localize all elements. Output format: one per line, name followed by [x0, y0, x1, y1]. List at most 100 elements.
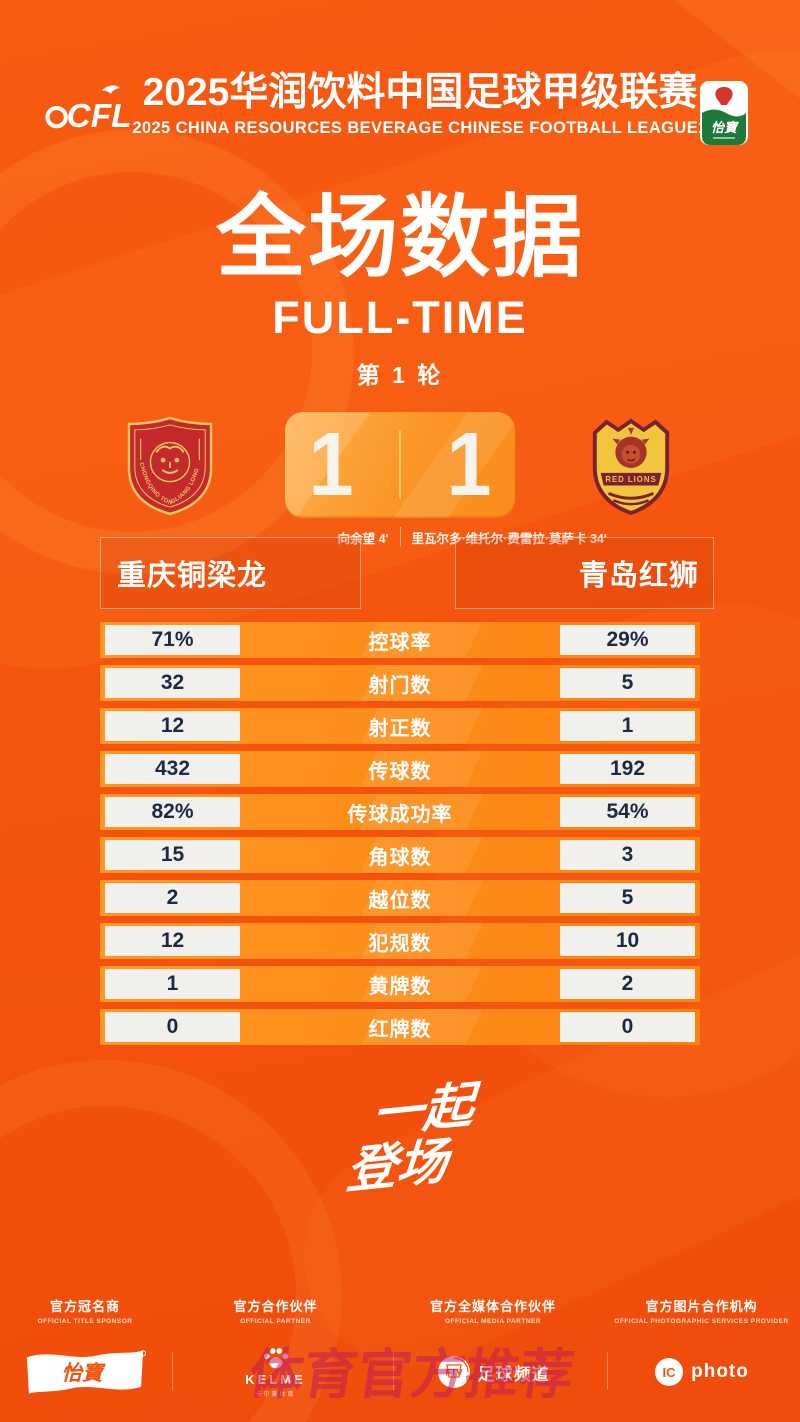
- stat-away-value: 10: [560, 926, 695, 956]
- away-team-box: 青岛红狮: [455, 537, 714, 609]
- kelme-wordmark: KELME: [245, 1372, 306, 1387]
- ic-circle-text: IC: [663, 1365, 677, 1380]
- page-title-cn: 全场数据: [216, 188, 584, 288]
- home-score: 1: [308, 415, 354, 515]
- ic-circle-icon: IC: [655, 1358, 684, 1386]
- icphoto-wordmark: photo: [691, 1361, 749, 1382]
- stat-row: 2 越位数 5: [100, 880, 700, 916]
- footer-divider: [607, 1352, 608, 1390]
- stat-home-value: 0: [105, 1012, 240, 1042]
- away-team-badge: RED LIONS: [592, 418, 670, 515]
- slogan: 一起 登场: [0, 1075, 800, 1200]
- stat-row: 0 红牌数 0: [100, 1009, 700, 1045]
- ftv-icon-text: FTV: [445, 1368, 462, 1378]
- stat-row: 12 射正数 1: [100, 708, 700, 744]
- stat-label: 黄牌数: [368, 975, 432, 998]
- sponsor-title-cn: 官方冠名商: [49, 1299, 120, 1314]
- footer-divider: [393, 1352, 394, 1390]
- round-label: 第 1 轮: [356, 362, 444, 388]
- stat-home-value: 12: [105, 711, 240, 741]
- stat-home-value: 12: [105, 926, 240, 956]
- stat-label: 传球数: [368, 760, 432, 783]
- ftv-wordmark: 足球频道: [477, 1364, 550, 1384]
- home-team-badge: CHONGQING TONGLIANG LONG: [127, 416, 213, 516]
- hero: 全场数据 FULL-TIME 第 1 轮: [0, 188, 800, 390]
- footer-col-photo-provider: 官方图片合作机构 OFFICIAL PHOTOGRAPHIC SERVICES …: [603, 1296, 800, 1401]
- sponsor-title-cn: 官方图片合作机构: [645, 1299, 758, 1314]
- cestbon-flag-text: 怡寶: [61, 1362, 106, 1385]
- stat-home-value: 82%: [105, 797, 240, 827]
- sponsor-title-en: OFFICIAL TITLE SPONSOR: [37, 1318, 133, 1325]
- sponsor-title-en: OFFICIAL PHOTOGRAPHIC SERVICES PROVIDER: [614, 1318, 789, 1325]
- stat-label: 犯规数: [368, 932, 432, 955]
- scorers-divider: [399, 527, 401, 547]
- stat-home-value: 432: [105, 754, 240, 784]
- stat-home-value: 71%: [105, 625, 240, 655]
- home-team-box: 重庆铜梁龙: [100, 537, 361, 609]
- league-logo-icon: CFL: [45, 85, 132, 135]
- stat-label: 红牌数: [368, 1018, 432, 1041]
- stat-away-value: 0: [560, 1012, 695, 1042]
- home-scorer: 向余望 4': [337, 531, 389, 546]
- stat-home-value: 32: [105, 668, 240, 698]
- away-scorer: 里瓦尔多·维托尔·费雷拉·莫萨卡 34': [411, 531, 607, 546]
- ftv-ball-icon: FTV: [437, 1356, 470, 1388]
- footer-col-media-partner: 官方全媒体合作伙伴 OFFICIAL MEDIA PARTNER FTV 足球频…: [383, 1296, 603, 1401]
- cestbon-flag-icon: 怡寶: [26, 1350, 147, 1394]
- stat-row: 32 射门数 5: [100, 665, 700, 701]
- league-logo-text: CFL: [67, 98, 132, 135]
- stat-row: 15 角球数 3: [100, 837, 700, 873]
- cestbon-badge-text: 怡寶: [711, 120, 739, 135]
- stat-label: 射门数: [368, 674, 432, 697]
- footer-col-title-sponsor: 官方冠名商 OFFICIAL TITLE SPONSOR 怡寶: [0, 1296, 170, 1401]
- away-score: 1: [446, 415, 492, 515]
- league-title-en: 2025 CHINA RESOURCES BEVERAGE CHINESE FO…: [132, 119, 708, 137]
- stat-away-value: 2: [560, 969, 695, 999]
- page-title-en: FULL-TIME: [272, 292, 528, 343]
- stat-row: 1 黄牌数 2: [100, 966, 700, 1002]
- sponsor-title-cn: 官方合作伙伴: [233, 1299, 318, 1314]
- stat-label: 越位数: [368, 889, 432, 912]
- footer-divider: [172, 1352, 173, 1390]
- stat-home-value: 2: [105, 883, 240, 913]
- stat-row: 432 传球数 192: [100, 751, 700, 787]
- stat-row: 71% 控球率 29%: [100, 622, 700, 658]
- stat-row: 12 犯规数 10: [100, 923, 700, 959]
- paw-icon: [263, 1348, 288, 1369]
- icphoto-logo: IC photo: [654, 1357, 749, 1387]
- footer-col-partner: 官方合作伙伴 OFFICIAL PARTNER KELME 卡尔美体育: [168, 1296, 383, 1401]
- away-team-name: 青岛红狮: [578, 560, 699, 592]
- sponsor-title-en: OFFICIAL PARTNER: [240, 1318, 311, 1325]
- score-divider: [399, 431, 401, 499]
- stat-label: 角球数: [368, 846, 432, 869]
- scoreboard: 1 1: [285, 412, 515, 518]
- stat-away-value: 54%: [560, 797, 695, 827]
- stat-away-value: 3: [560, 840, 695, 870]
- stat-label: 传球成功率: [347, 803, 453, 826]
- stat-label: 射正数: [368, 717, 432, 740]
- sponsor-title-en: OFFICIAL MEDIA PARTNER: [444, 1318, 542, 1325]
- league-titles: 2025华润饮料中国足球甲级联赛 2025 CHINA RESOURCES BE…: [120, 72, 720, 138]
- kelme-logo: KELME 卡尔美体育: [245, 1346, 306, 1398]
- stats-table: 71% 控球率 29% 32 射门数 5 12 射正数 1 432 传球数 19…: [100, 622, 700, 1052]
- stat-away-value: 5: [560, 883, 695, 913]
- kelme-sub-text: 卡尔美体育: [255, 1392, 296, 1398]
- stat-home-value: 15: [105, 840, 240, 870]
- cestbon-badge-icon: 怡寶: [700, 81, 748, 145]
- stat-away-value: 192: [560, 754, 695, 784]
- stat-home-value: 1: [105, 969, 240, 999]
- scorers-row: 向余望 4' 里瓦尔多·维托尔·费雷拉·莫萨卡 34': [0, 527, 800, 547]
- watermark: 体育官方推荐: [244, 1342, 578, 1406]
- stat-away-value: 1: [560, 711, 695, 741]
- away-badge-band-text: RED LIONS: [605, 475, 656, 484]
- league-title-cn: 2025华润饮料中国足球甲级联赛: [142, 71, 698, 114]
- header: CFL 2025华润饮料中国足球甲级联赛 2025 CHINA RESOURCE…: [0, 0, 800, 170]
- sponsor-title-cn: 官方全媒体合作伙伴: [429, 1299, 556, 1314]
- stat-away-value: 29%: [560, 625, 695, 655]
- stat-away-value: 5: [560, 668, 695, 698]
- ftv-logo: FTV 足球频道: [437, 1355, 550, 1389]
- stat-row: 82% 传球成功率 54%: [100, 794, 700, 830]
- home-team-name: 重庆铜梁龙: [117, 560, 268, 592]
- stat-label: 控球率: [368, 631, 432, 654]
